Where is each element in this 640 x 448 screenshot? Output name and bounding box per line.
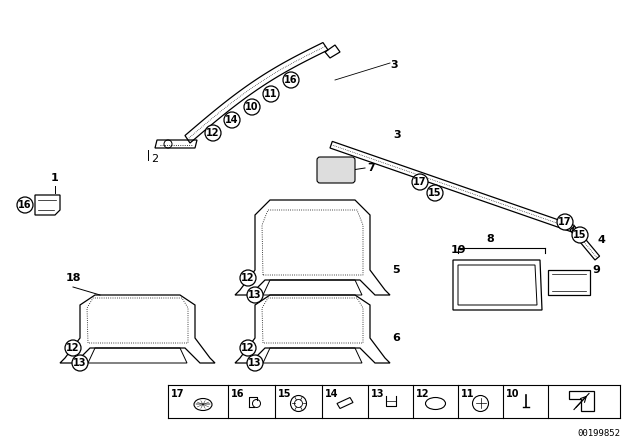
Text: 00199852: 00199852 [577,429,620,438]
Text: 12: 12 [206,128,220,138]
Circle shape [263,86,279,102]
Text: 16: 16 [231,389,244,399]
Circle shape [17,197,33,213]
Circle shape [572,227,588,243]
Text: 17: 17 [413,177,427,187]
Text: 9: 9 [592,265,600,275]
Text: 14: 14 [325,389,339,399]
Text: 17: 17 [171,389,184,399]
Text: 15: 15 [573,230,587,240]
Text: 12: 12 [241,273,255,283]
Text: 19: 19 [450,245,466,255]
Circle shape [240,270,256,286]
Text: 14: 14 [225,115,239,125]
Text: 16: 16 [19,200,32,210]
Circle shape [72,355,88,371]
Circle shape [412,174,428,190]
Circle shape [240,340,256,356]
Text: 18: 18 [65,273,81,283]
Text: 12: 12 [416,389,429,399]
Circle shape [427,185,443,201]
Text: 13: 13 [371,389,385,399]
Text: 3: 3 [393,130,401,140]
Circle shape [224,112,240,128]
Text: 13: 13 [248,358,262,368]
Text: 17: 17 [558,217,572,227]
Text: 1: 1 [51,173,59,183]
Circle shape [205,125,221,141]
Text: 7: 7 [367,163,375,173]
Text: 4: 4 [598,235,606,245]
Text: 11: 11 [264,89,278,99]
Text: 2: 2 [152,154,159,164]
FancyBboxPatch shape [317,157,355,183]
Text: 3: 3 [390,60,397,70]
Text: 13: 13 [248,290,262,300]
Text: 6: 6 [392,333,400,343]
Text: 10: 10 [245,102,259,112]
Text: 12: 12 [67,343,80,353]
Circle shape [557,214,573,230]
Text: 10: 10 [506,389,520,399]
Circle shape [247,355,263,371]
Circle shape [247,287,263,303]
Text: 15: 15 [428,188,442,198]
Text: 12: 12 [241,343,255,353]
Circle shape [65,340,81,356]
Circle shape [244,99,260,115]
Text: 11: 11 [461,389,474,399]
Text: 15: 15 [278,389,291,399]
Text: 5: 5 [392,265,399,275]
Text: 16: 16 [284,75,298,85]
Circle shape [283,72,299,88]
Text: 13: 13 [73,358,87,368]
Text: 8: 8 [486,234,494,244]
